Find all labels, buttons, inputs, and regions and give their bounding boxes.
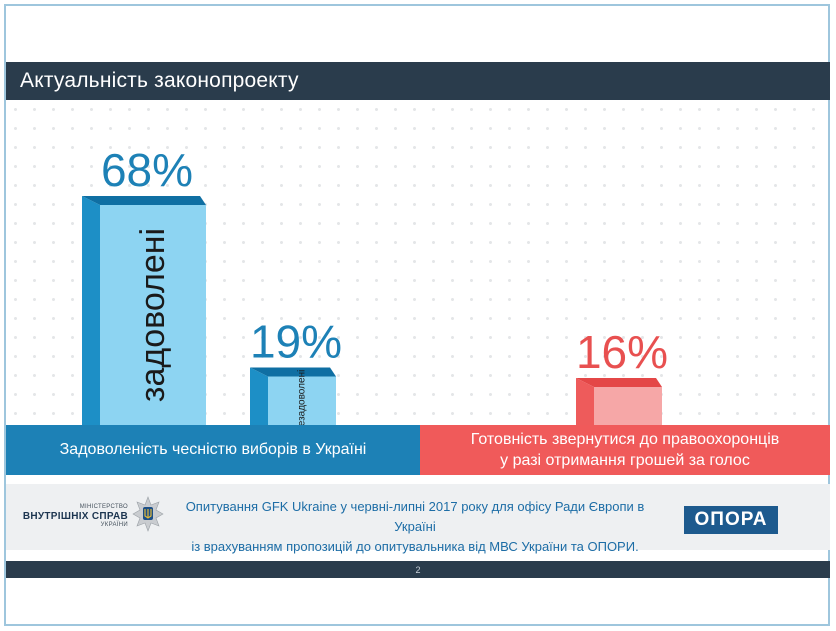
page-number: 2: [415, 564, 421, 575]
slide-title: Актуальність законопроекту: [20, 69, 299, 92]
bar-0-0-side: [82, 196, 100, 425]
group-label-readiness-line1: Готовність звернутися до правоохоронців: [470, 431, 780, 448]
bar-0-1: [268, 376, 336, 425]
group-label-readiness: Готовність звернутися до правоохоронців …: [420, 425, 830, 475]
title-bar: Актуальність законопроекту: [6, 62, 830, 100]
group-label-satisfaction-text: Задоволеність чеснiстю виборів в Україні: [59, 441, 367, 458]
opora-logo: ОПОРА: [684, 506, 778, 534]
bar-0-0-value-label: 68%: [101, 144, 193, 196]
bar-1-0-value-label: 16%: [576, 326, 668, 378]
trident-star-icon: [132, 496, 164, 532]
bar-0-1-value-label: 19%: [250, 316, 342, 368]
source-note: Опитування GFK Ukraine у червні-липні 20…: [166, 497, 664, 557]
bar-0-0-category-label: задоволені: [134, 228, 172, 402]
bar-0-1-category-label: незадоволені: [297, 370, 308, 432]
page-bar: 2: [6, 561, 830, 578]
ministry-name: ВНУТРІШНІХ СПРАВ: [22, 511, 128, 522]
group-label-readiness-line2: у разі отримання грошей за голос: [500, 452, 750, 469]
group-label-satisfaction: Задоволеність чеснiстю виборів в Україні: [6, 425, 420, 475]
bar-0-0-top: [82, 196, 206, 205]
ministry-logo: МІНІСТЕРСТВО ВНУТРІШНІХ СПРАВ УКРАЇНИ: [20, 504, 128, 528]
bar-0-1-side: [250, 367, 268, 425]
bar-1-0: [594, 387, 662, 425]
ministry-country: УКРАЇНИ: [100, 522, 128, 528]
footer: МІНІСТЕРСТВО ВНУТРІШНІХ СПРАВ УКРАЇНИ Оп…: [6, 484, 830, 554]
source-line-1: Опитування GFK Ukraine у червні-липні 20…: [185, 499, 645, 534]
bar-0-1-top: [250, 367, 336, 377]
source-line-2: із врахуванням пропозицій до опитувальни…: [191, 539, 639, 554]
bar-0-0: [100, 205, 206, 425]
ministry-small-text: МІНІСТЕРСТВО: [79, 504, 128, 510]
bar-1-0-top: [576, 378, 662, 387]
bar-1-0-side: [576, 378, 594, 425]
